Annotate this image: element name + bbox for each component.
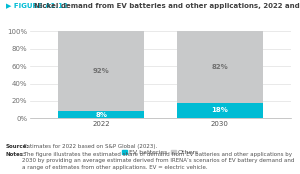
Bar [58, 31, 144, 111]
Legend: EV batteries, Others: EV batteries, Others [119, 148, 202, 158]
Text: 18%: 18% [212, 108, 228, 113]
Text: Notes:: Notes: [6, 152, 26, 157]
Text: 92%: 92% [93, 68, 110, 74]
Text: 8%: 8% [95, 112, 107, 118]
Text: The figure illustrates the estimated share of demand from EV batteries and other: The figure illustrates the estimated sha… [22, 152, 295, 170]
Text: Estimates for 2022 based on S&P Global (2023).: Estimates for 2022 based on S&P Global (… [22, 144, 158, 149]
Text: ▶ FIGURE A1.12: ▶ FIGURE A1.12 [6, 3, 68, 9]
Bar [58, 111, 144, 118]
Text: 82%: 82% [212, 64, 228, 70]
Bar [177, 103, 262, 118]
Bar [177, 31, 262, 103]
Text: Nickel demand from EV batteries and other applications, 2022 and 2030: Nickel demand from EV batteries and othe… [34, 3, 300, 9]
Text: Source:: Source: [6, 144, 30, 149]
